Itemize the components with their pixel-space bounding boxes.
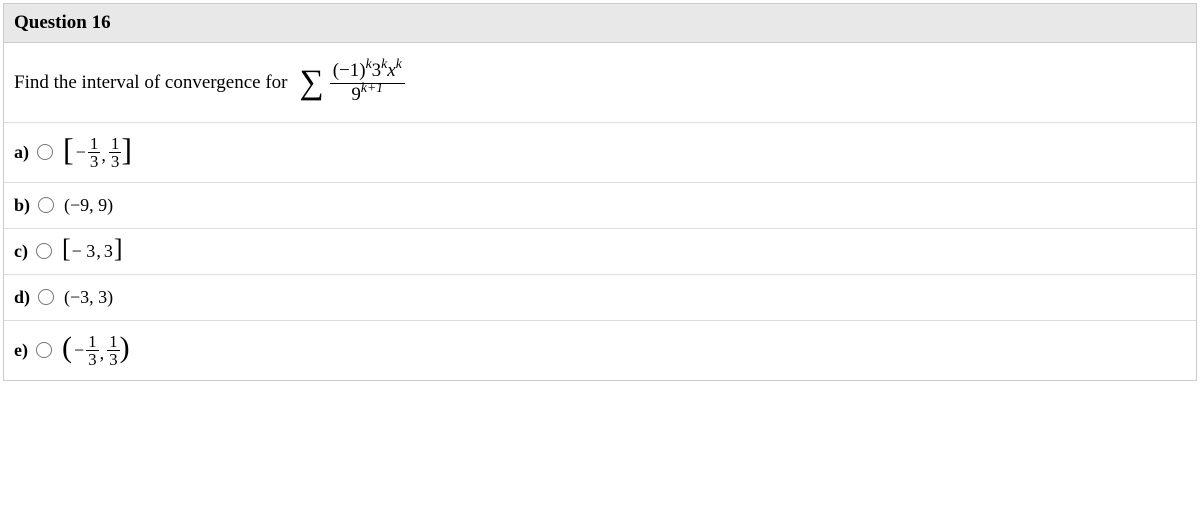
bracket-close: ] bbox=[121, 137, 132, 163]
neg-sign: − bbox=[74, 340, 84, 361]
three: 3 bbox=[372, 60, 382, 81]
option-e-label: e) bbox=[14, 340, 28, 361]
option-d[interactable]: d) (−3, 3) bbox=[4, 275, 1196, 321]
sigma-symbol: ∑ bbox=[299, 66, 323, 100]
bracket-open: [ bbox=[62, 239, 71, 260]
exp-k2: k bbox=[381, 56, 387, 71]
options-list: a) [ − 13 , 13 ] b) (−9, 9) c) [ − 3 , bbox=[4, 123, 1196, 380]
option-a-label: a) bbox=[14, 142, 29, 163]
prompt-text: Find the interval of convergence for bbox=[14, 72, 287, 94]
var-x: x bbox=[387, 60, 395, 81]
option-c-content: [ − 3 , 3 ] bbox=[62, 241, 123, 262]
option-d-content: (−3, 3) bbox=[64, 287, 113, 308]
option-b-content: (−9, 9) bbox=[64, 195, 113, 216]
option-e[interactable]: e) ( − 13 , 13 ) bbox=[4, 321, 1196, 380]
bracket-open: [ bbox=[63, 137, 74, 163]
frac-left: 13 bbox=[88, 135, 101, 170]
option-d-label: d) bbox=[14, 287, 30, 308]
option-a-radio[interactable] bbox=[37, 144, 53, 160]
option-c-radio[interactable] bbox=[36, 243, 52, 259]
option-b-label: b) bbox=[14, 195, 30, 216]
frac-left: 13 bbox=[86, 333, 99, 368]
neg-sign: − bbox=[76, 142, 86, 163]
frac-right: 13 bbox=[109, 135, 122, 170]
exp-k1: k bbox=[366, 56, 372, 71]
question-title: Question 16 bbox=[14, 12, 111, 33]
neg1: (−1) bbox=[333, 60, 366, 81]
option-b-radio[interactable] bbox=[38, 197, 54, 213]
option-a-content: [ − 13 , 13 ] bbox=[63, 135, 132, 170]
series-fraction: (−1)k3kxk 9k+1 bbox=[330, 61, 405, 106]
option-e-content: ( − 13 , 13 ) bbox=[62, 333, 130, 368]
comma: , bbox=[100, 343, 105, 364]
series-denominator: 9k+1 bbox=[348, 84, 386, 106]
bracket-close: ] bbox=[114, 239, 123, 260]
option-d-radio[interactable] bbox=[38, 289, 54, 305]
nine: 9 bbox=[351, 84, 361, 105]
paren-close: ) bbox=[120, 336, 130, 360]
exp-k3: k bbox=[396, 56, 402, 71]
question-prompt: Find the interval of convergence for ∑ (… bbox=[4, 43, 1196, 123]
frac-right: 13 bbox=[107, 333, 120, 368]
question-header: Question 16 bbox=[4, 4, 1196, 43]
right-val: 3 bbox=[104, 241, 113, 262]
comma: , bbox=[101, 145, 106, 166]
option-c[interactable]: c) [ − 3 , 3 ] bbox=[4, 229, 1196, 275]
option-e-radio[interactable] bbox=[36, 342, 52, 358]
question-container: Question 16 Find the interval of converg… bbox=[3, 3, 1197, 381]
option-a[interactable]: a) [ − 13 , 13 ] bbox=[4, 123, 1196, 183]
exp-kp1: k+1 bbox=[361, 80, 383, 95]
option-c-label: c) bbox=[14, 241, 28, 262]
left-val: − 3 bbox=[72, 241, 96, 262]
series-expression: ∑ (−1)k3kxk 9k+1 bbox=[291, 61, 404, 106]
comma: , bbox=[96, 241, 101, 262]
option-b[interactable]: b) (−9, 9) bbox=[4, 183, 1196, 229]
paren-open: ( bbox=[62, 336, 72, 360]
